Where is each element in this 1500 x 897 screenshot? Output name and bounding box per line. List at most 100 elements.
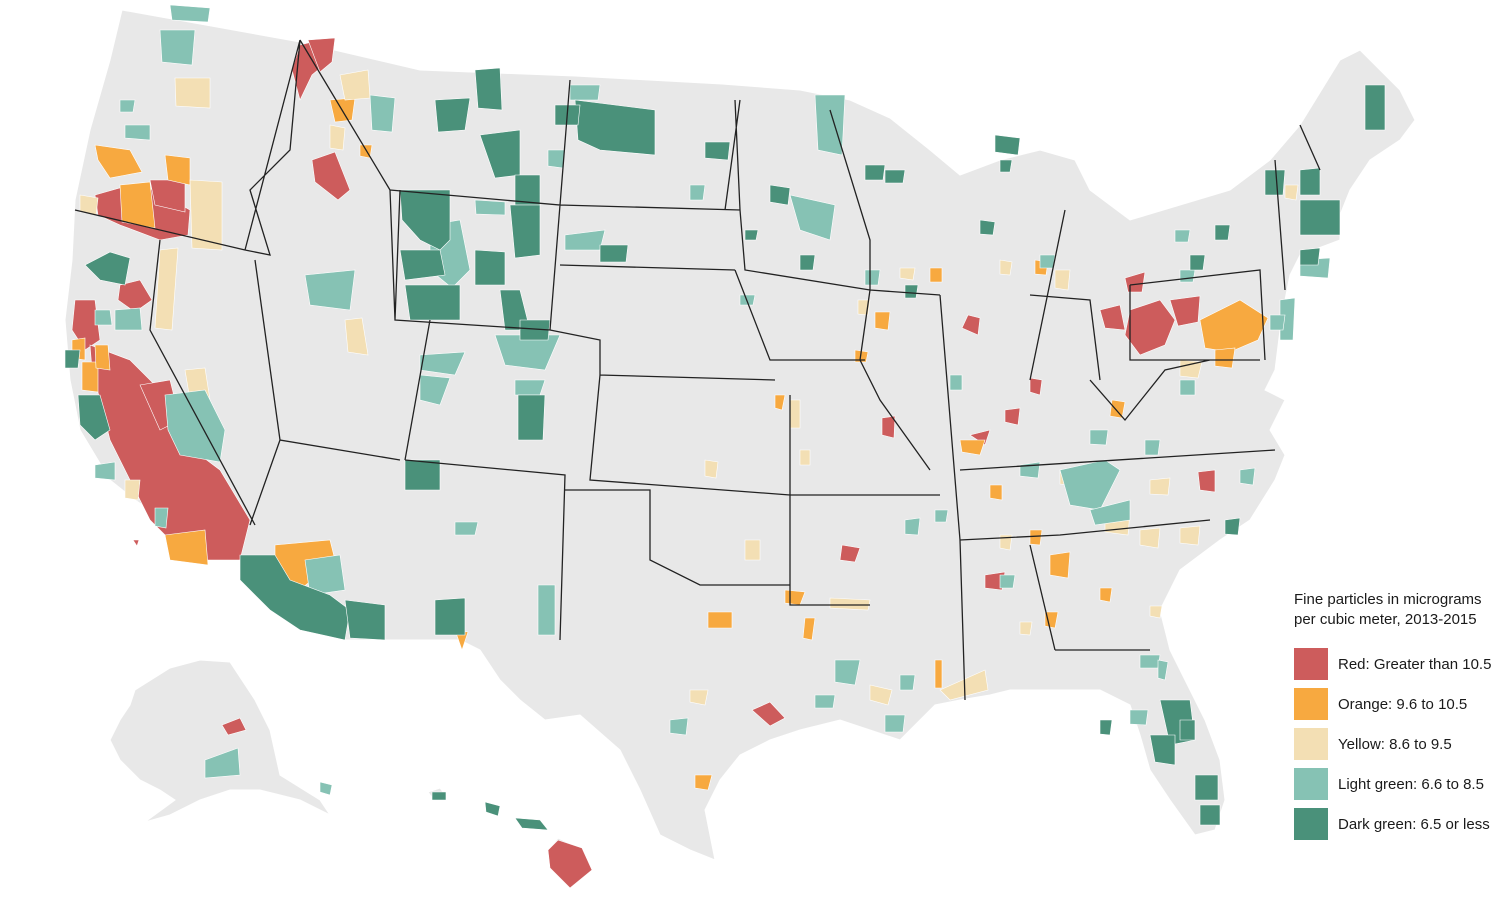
county-dark-green-23: [599, 244, 629, 263]
county-dark-green-17: [404, 459, 441, 491]
county-light-green-54: [999, 574, 1016, 589]
county-orange-30: [934, 659, 943, 689]
county-light-green-2: [159, 29, 196, 66]
county-dark-green-32: [1299, 247, 1321, 266]
county-orange-20: [959, 439, 986, 456]
legend-label-light-green: Light green: 6.6 to 8.5: [1338, 775, 1484, 793]
county-orange-14: [707, 611, 733, 629]
county-light-green-20: [547, 149, 566, 169]
county-light-green-17: [114, 307, 143, 331]
county-orange-7: [81, 361, 99, 393]
county-light-green-1: [169, 4, 211, 23]
county-light-green-14: [94, 461, 116, 481]
county-dark-green-36: [1199, 804, 1221, 826]
county-red-21: [839, 544, 861, 563]
county-light-green-9: [419, 351, 466, 376]
county-red-18: [1169, 295, 1201, 327]
county-dark-green-16: [77, 394, 111, 441]
county-yellow-16: [829, 597, 871, 611]
county-red-6: [117, 279, 153, 313]
county-light-green-26: [789, 194, 836, 241]
county-orange-13: [802, 617, 816, 641]
county-yellow-14: [789, 399, 801, 429]
county-dark-green-10: [474, 249, 506, 286]
county-light-green-25: [689, 184, 706, 201]
county-light-green-8: [304, 269, 356, 311]
county-orange-16: [774, 394, 786, 411]
county-red-23: [751, 701, 786, 727]
county-yellow-26: [1139, 527, 1161, 549]
county-light-green-33: [884, 714, 906, 733]
county-orange-29: [1029, 529, 1043, 546]
county-dark-green-45: [514, 817, 549, 831]
county-dark-green-27: [1299, 167, 1321, 196]
county-dark-green-42: [1224, 517, 1241, 536]
legend-label-orange: Orange: 9.6 to 10.5: [1338, 695, 1468, 713]
county-light-green-28: [864, 269, 881, 286]
county-yellow-30: [999, 534, 1013, 551]
county-dark-green-37: [1179, 719, 1196, 741]
county-dark-green-40: [884, 169, 906, 184]
county-dark-green-25: [744, 229, 759, 241]
county-dark-green-1: [474, 67, 503, 111]
land-masses: [64, 9, 1416, 889]
county-light-green-30: [319, 781, 333, 796]
county-red-24: [221, 717, 247, 736]
county-yellow-4: [189, 179, 223, 251]
legend-title: Fine particles in micrograms per cubic m…: [1294, 590, 1494, 630]
legend-title-line-2: per cubic meter, 2013-2015: [1294, 611, 1477, 628]
county-light-green-43: [1139, 654, 1161, 669]
county-red-10: [132, 539, 140, 547]
county-dark-green-11: [509, 204, 541, 259]
county-light-green-29: [204, 747, 241, 779]
county-yellow-11: [704, 459, 719, 479]
legend-item-light-green: Light green: 6.6 to 8.5: [1294, 768, 1494, 800]
county-yellow-9: [124, 479, 141, 501]
legend-item-orange: Orange: 9.6 to 10.5: [1294, 688, 1494, 720]
county-orange-26: [1049, 551, 1071, 579]
county-light-green-45: [1089, 499, 1131, 526]
county-yellow-12: [689, 689, 709, 706]
county-light-green-38: [1174, 229, 1191, 243]
county-dark-green-19: [344, 599, 386, 641]
county-light-green-40: [1179, 379, 1196, 396]
county-light-green-44: [1129, 709, 1149, 726]
county-dark-green-18: [239, 554, 351, 641]
legend-swatch-light-green: [1294, 768, 1328, 800]
county-light-green-48: [1039, 254, 1056, 269]
legend-swatch-orange: [1294, 688, 1328, 720]
county-light-green-4: [119, 99, 136, 113]
county-yellow-27: [1149, 477, 1171, 496]
county-dark-green-48: [904, 284, 919, 299]
county-yellow-20: [899, 267, 916, 281]
legend-item-red: Red: Greater than 10.5: [1294, 648, 1494, 680]
county-light-green-32: [814, 694, 836, 709]
county-dark-green-49: [999, 159, 1013, 173]
county-red-3: [311, 151, 351, 201]
county-yellow-1: [174, 77, 211, 109]
county-orange-24: [1199, 299, 1269, 353]
county-orange-21: [989, 484, 1003, 501]
county-dark-green-21: [517, 394, 546, 441]
county-red-11: [961, 314, 981, 336]
county-light-green-24: [814, 94, 846, 156]
legend-swatch-dark-green: [1294, 808, 1328, 840]
county-yellow-8: [344, 317, 369, 356]
legend-item-yellow: Yellow: 8.6 to 9.5: [1294, 728, 1494, 760]
county-dark-green-24: [769, 184, 791, 206]
county-light-green-34: [669, 717, 689, 736]
county-dark-green-6: [704, 141, 731, 161]
county-yellow-5: [154, 247, 179, 331]
county-orange-15: [694, 774, 713, 791]
county-dark-green-15: [64, 349, 81, 369]
county-orange-28: [1099, 587, 1113, 603]
county-light-green-18: [94, 309, 113, 326]
county-light-green-5: [369, 94, 396, 133]
county-yellow-22: [1054, 269, 1071, 291]
county-light-green-22: [454, 521, 479, 536]
legend-label-dark-green: Dark green: 6.5 or less: [1338, 815, 1490, 833]
county-dark-green-5: [574, 99, 656, 156]
county-yellow-32: [1284, 184, 1299, 201]
county-red-20: [1197, 469, 1216, 493]
